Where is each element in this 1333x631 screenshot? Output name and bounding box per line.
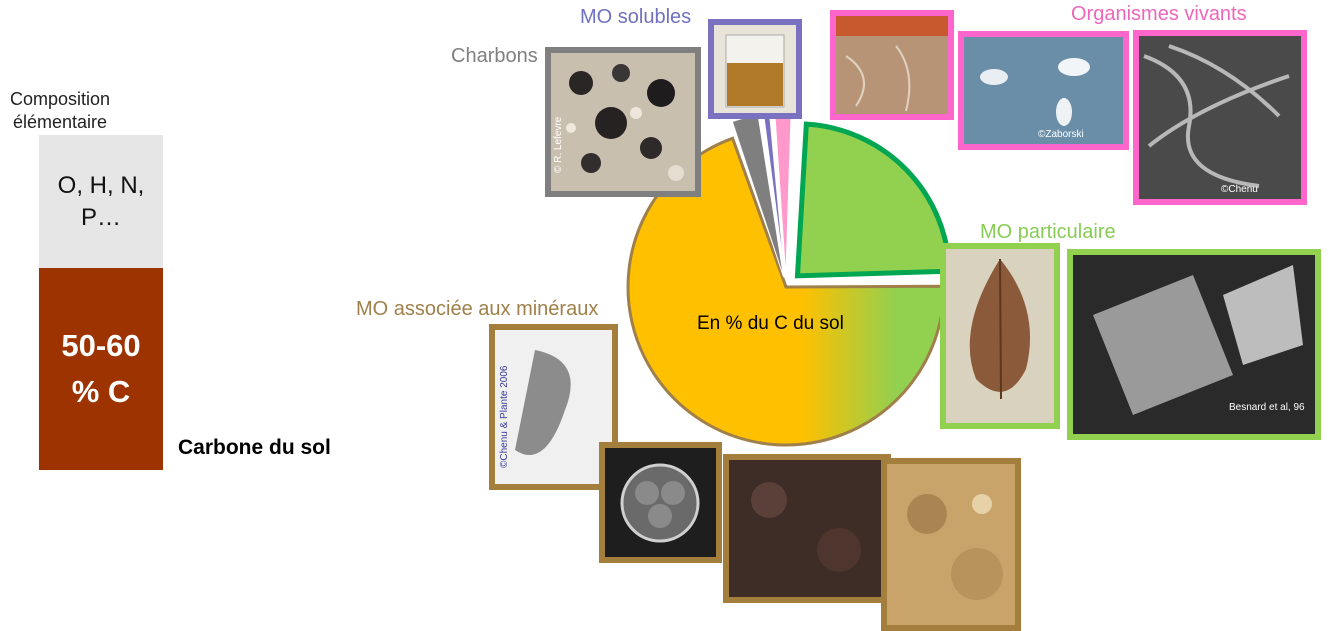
pie-slice-mo-particulaire <box>794 121 952 279</box>
other-elements-bar: O, H, N, P… <box>39 135 163 268</box>
credit-charbons: © R. Lefevre <box>553 116 564 173</box>
photo-particulaire-sem: Besnard et al, 96 <box>1067 249 1321 440</box>
carbon-bar: 50-60 % C <box>39 268 163 470</box>
photo-mo-solubles <box>708 19 802 119</box>
other-elements-label: O, H, N, P… <box>57 171 145 231</box>
pie-slice-mineraux <box>626 136 946 447</box>
photo-organismes-hyphae: ©Chenu <box>1133 30 1307 205</box>
photo-organismes-litter <box>830 10 954 120</box>
credit-chenu-plante: ©Chenu & Plante 2006 <box>499 365 510 468</box>
carbon-label: Carbone du sol <box>178 436 331 459</box>
label-mo-mineraux: MO associée aux minéraux <box>356 298 599 320</box>
photo-mineraux-aggregate: ©Chenu & Plante 2006 <box>489 324 618 490</box>
label-organismes-vivants: Organismes vivants <box>1071 3 1247 25</box>
photo-particulaire-leaf <box>940 243 1060 429</box>
pie-center-label: En % du C du sol <box>697 313 844 334</box>
carbon-share-label: 50-60 % C <box>61 328 141 409</box>
credit-chenu-hyphae: ©Chenu <box>1221 184 1258 195</box>
credit-zaborski: ©Zaborski <box>1038 129 1084 140</box>
label-mo-particulaire: MO particulaire <box>980 221 1116 243</box>
photo-charbons: © R. Lefevre <box>545 47 701 197</box>
credit-besnard: Besnard et al, 96 <box>1229 402 1305 413</box>
photo-mineraux-soil-light <box>881 458 1021 631</box>
label-mo-solubles: MO solubles <box>580 6 692 28</box>
label-charbons: Charbons <box>451 45 538 67</box>
photo-mineraux-cells <box>599 442 722 563</box>
photo-organismes-springtails: ©Zaborski <box>958 31 1129 150</box>
composition-title: Composition élémentaire <box>9 89 111 132</box>
photo-mineraux-soil-dark <box>723 454 891 603</box>
